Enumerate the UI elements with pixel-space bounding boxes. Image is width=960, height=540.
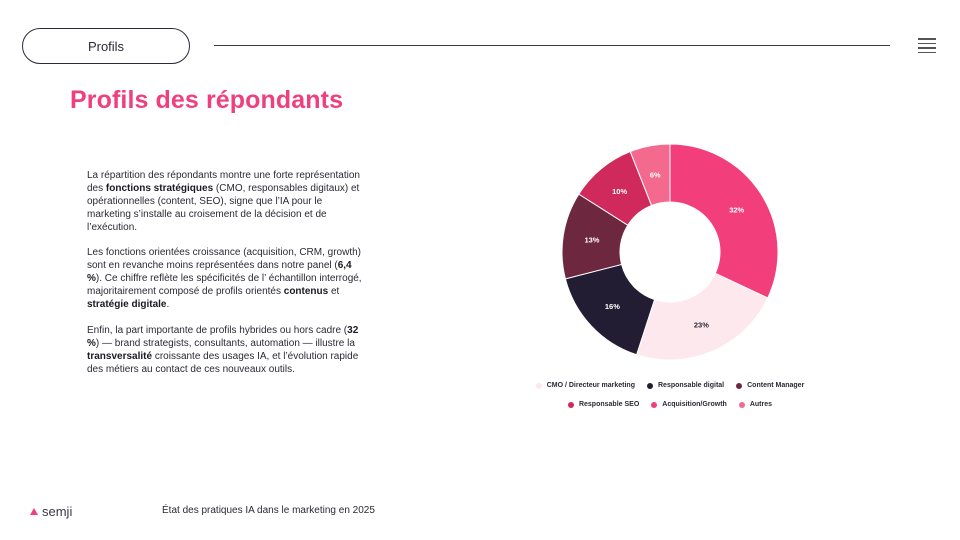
- legend-swatch: [535, 382, 542, 389]
- emphasis-text: fonctions stratégiques: [105, 182, 214, 194]
- text-run: (CMO, responsables digitaux) et opératio…: [87, 182, 360, 233]
- legend-row: Responsable SEO Acquisition/Growth Autres: [520, 401, 820, 408]
- paragraph-3: Enfin, la part importante de profils hyb…: [87, 325, 367, 377]
- legend-swatch: [567, 401, 574, 408]
- emphasis-text: 32 %: [87, 324, 359, 349]
- text-run: croissante des usages IA, et l’évolution…: [87, 350, 359, 375]
- text-run: et: [328, 286, 340, 298]
- donut-data-label: 6%: [650, 170, 661, 179]
- legend-item: Responsable digital: [647, 382, 724, 389]
- brand-logo: semji: [30, 504, 72, 519]
- donut-slice-cmo-directeur-marketing: [635, 272, 769, 361]
- donut-chart-svg: 32% 23% 16% 13% 10% 6%: [561, 143, 779, 361]
- emphasis-text: transversalité: [87, 350, 153, 362]
- donut-slice-autres: [669, 143, 779, 299]
- menu-icon[interactable]: [918, 38, 936, 56]
- emphasis-text: 6,4 %: [87, 260, 352, 285]
- emphasis-text: stratégie digitale: [87, 299, 167, 311]
- header-divider: [214, 45, 890, 46]
- legend-swatch: [736, 382, 743, 389]
- chart-legend: CMO / Directeur marketing Responsable dig…: [520, 382, 820, 420]
- text-run: .: [166, 299, 170, 311]
- legend-item: Responsable SEO: [567, 401, 640, 408]
- emphasis-text: contenus: [283, 286, 329, 298]
- legend-item: Autres: [738, 401, 773, 408]
- legend-swatch: [738, 401, 745, 408]
- donut-data-label: 10%: [612, 187, 627, 196]
- paragraph-1: La répartition des répondants montre une…: [87, 170, 367, 235]
- paragraph-2: Les fonctions orientées croissance (acqu…: [87, 247, 367, 312]
- text-run: ) — brand strategists, consultants, auto…: [95, 337, 355, 349]
- legend-row: CMO / Directeur marketing Responsable dig…: [520, 382, 820, 389]
- page-title: Profils des répondants: [70, 86, 344, 114]
- footer-caption: État des pratiques IA dans le marketing …: [162, 505, 375, 516]
- section-tab[interactable]: Profils: [22, 28, 190, 64]
- donut-data-label: 23%: [694, 321, 709, 330]
- logo-mark-icon: [30, 508, 38, 515]
- legend-label: Acquisition/Growth: [662, 401, 727, 408]
- text-run: Les fonctions orientées croissance (acqu…: [87, 247, 362, 272]
- legend-label: Autres: [749, 401, 773, 408]
- donut-data-label: 13%: [584, 236, 599, 245]
- brand-name: semji: [42, 504, 73, 519]
- legend-swatch: [647, 382, 653, 389]
- legend-item: Acquisition/Growth: [651, 401, 727, 408]
- legend-item: Content Manager: [736, 382, 804, 389]
- donut-slice-acquisition-growth: [629, 143, 671, 207]
- text-run: La répartition des répondants montre une…: [87, 170, 360, 194]
- donut-data-label: 32%: [729, 206, 744, 215]
- legend-label: Responsable SEO: [578, 401, 640, 408]
- donut-data-label: 16%: [605, 302, 620, 311]
- legend-label: CMO / Directeur marketing: [546, 382, 635, 389]
- text-run: Enfin, la part importante de profils hyb…: [87, 324, 348, 336]
- body-text: La répartition des répondants montre une…: [87, 170, 367, 389]
- section-tab-label: Profils: [87, 38, 125, 54]
- text-run: ). Ce chiffre reflète les spécificités d…: [87, 273, 362, 298]
- legend-item: CMO / Directeur marketing: [535, 382, 635, 389]
- legend-label: Content Manager: [747, 382, 805, 389]
- donut-chart: 32% 23% 16% 13% 10% 6%: [540, 140, 820, 380]
- legend-label: Responsable digital: [658, 382, 725, 389]
- legend-swatch: [651, 401, 658, 408]
